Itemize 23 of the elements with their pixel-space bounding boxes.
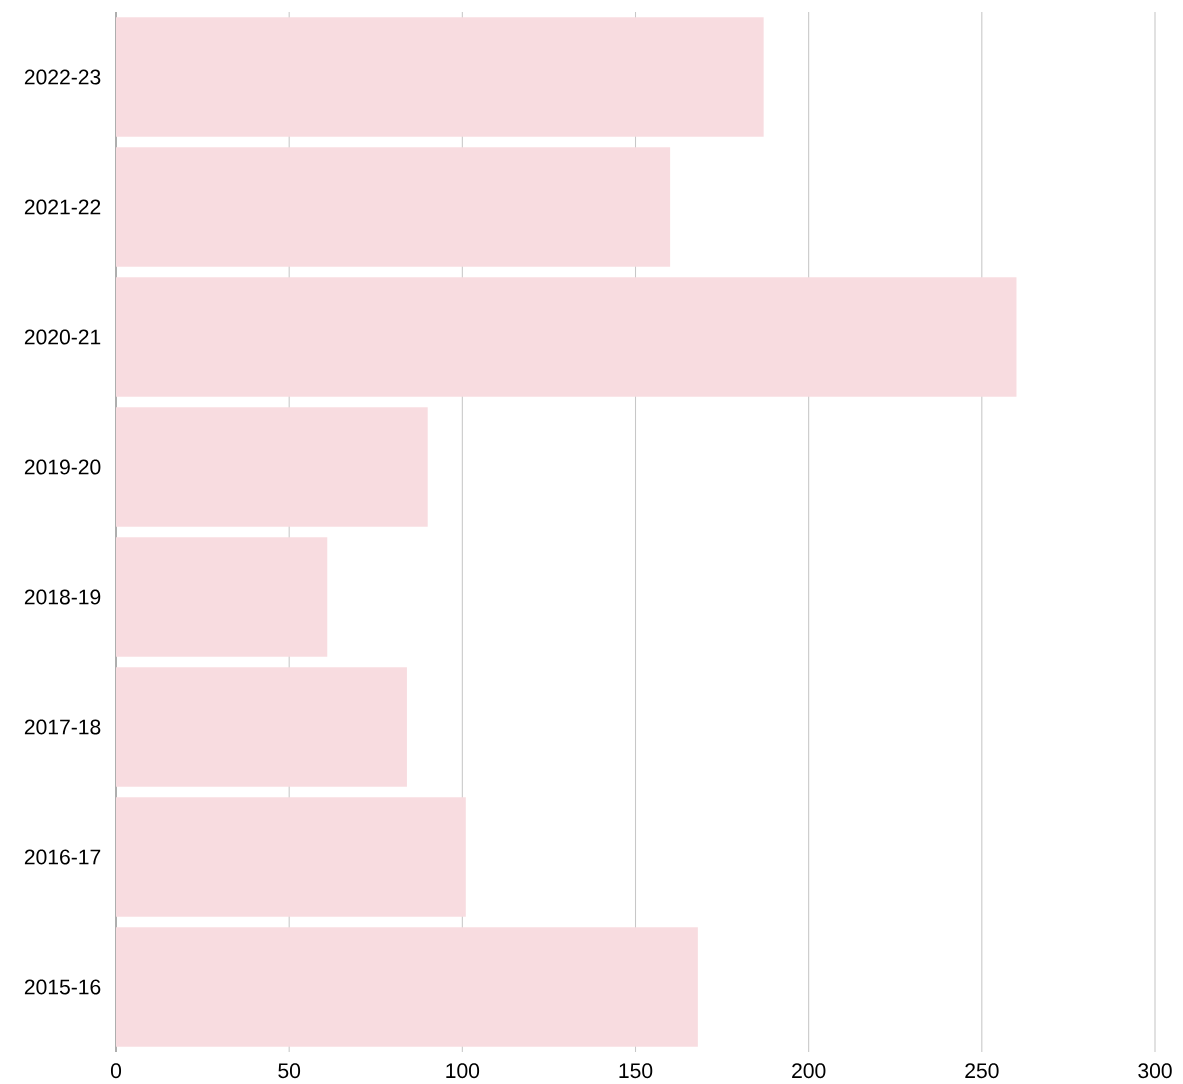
x-tick-label: 50 [278,1063,301,1079]
x-tick-label: 200 [792,1063,826,1079]
y-tick-label: 2016-17 [24,849,101,865]
bar [116,667,407,787]
y-tick-label: 2018-19 [24,589,101,605]
y-tick-label: 2017-18 [24,719,101,735]
y-tick-label: 2022-23 [24,69,101,85]
bar [116,927,698,1047]
y-tick-label: 2020-21 [24,329,101,345]
x-tick-label: 300 [1138,1063,1172,1079]
bar [116,407,428,527]
y-tick-label: 2015-16 [24,979,101,995]
y-tick-label: 2019-20 [24,459,101,475]
bar [116,17,764,137]
x-tick-label: 150 [619,1063,653,1079]
bar [116,277,1017,397]
bar [116,537,328,657]
y-tick-label: 2021-22 [24,199,101,215]
x-tick-label: 0 [110,1063,122,1079]
x-tick-label: 100 [446,1063,480,1079]
bar [116,797,466,917]
x-tick-label: 250 [965,1063,999,1079]
bar [116,147,671,267]
